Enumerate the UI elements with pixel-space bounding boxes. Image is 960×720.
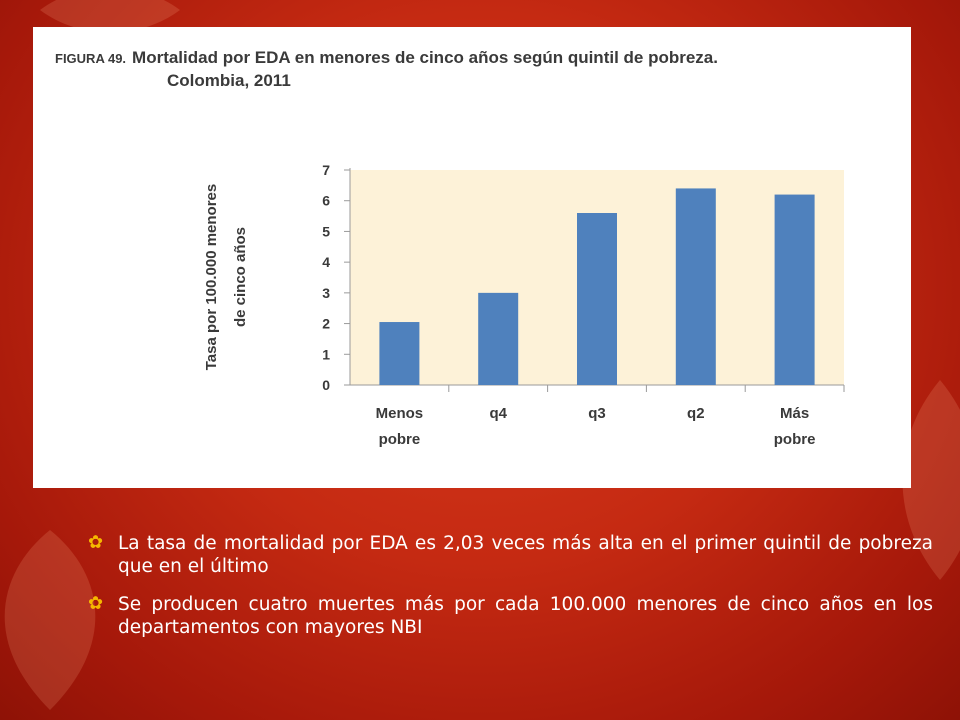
bar [577,213,617,385]
y-tick-label: 1 [322,346,330,362]
x-tick-label: Más [780,405,809,422]
y-axis-label-line1: Tasa por 100.000 menores [203,184,220,371]
figure-title: FIGURA 49. Mortalidad por EDA en menores … [55,47,905,92]
y-axis-label-line2: de cinco años [232,227,249,327]
bar [478,292,519,385]
flower-bullet-icon: ✿ [88,532,104,553]
y-tick-label: 7 [322,162,330,178]
y-tick-label: 6 [322,193,330,209]
figure-title-line2: Colombia, 2011 [167,71,291,90]
leaf-decoration-icon [4,530,96,710]
x-tick-label: pobre [379,431,421,448]
x-tick-label: q4 [489,405,507,422]
y-tick-label: 4 [322,254,330,270]
x-tick-label: pobre [774,431,816,448]
flower-bullet-icon: ✿ [88,593,104,614]
y-tick-label: 2 [322,316,330,332]
bullet-text: Se producen cuatro muertes más por cada … [118,594,933,638]
y-tick-label: 0 [322,377,330,393]
bar [774,194,815,385]
figure-title-line1: Mortalidad por EDA en menores de cinco a… [132,48,718,67]
x-tick-label: q2 [687,405,705,422]
figure-panel: FIGURA 49. Mortalidad por EDA en menores … [33,27,911,488]
bullet-list: ✿ La tasa de mortalidad por EDA es 2,03 … [88,532,933,654]
figure-label: FIGURA 49. [55,51,127,66]
y-tick-label: 5 [322,223,330,239]
x-tick-label: q3 [588,405,606,422]
y-tick-label: 3 [322,285,330,301]
leaf-decoration-icon [40,0,180,33]
bar-chart: 0 1 2 3 4 5 6 7 Tasa por 100.000 menores de cinco… [203,162,845,448]
x-tick-label: Menos [376,405,424,422]
bullet-text: La tasa de mortalidad por EDA es 2,03 ve… [118,533,933,577]
bar [675,188,716,385]
bullet-item: ✿ Se producen cuatro muertes más por cad… [88,593,933,639]
bullet-item: ✿ La tasa de mortalidad por EDA es 2,03 … [88,532,933,578]
leaf-decoration-icon [902,380,960,580]
bar [379,322,420,385]
